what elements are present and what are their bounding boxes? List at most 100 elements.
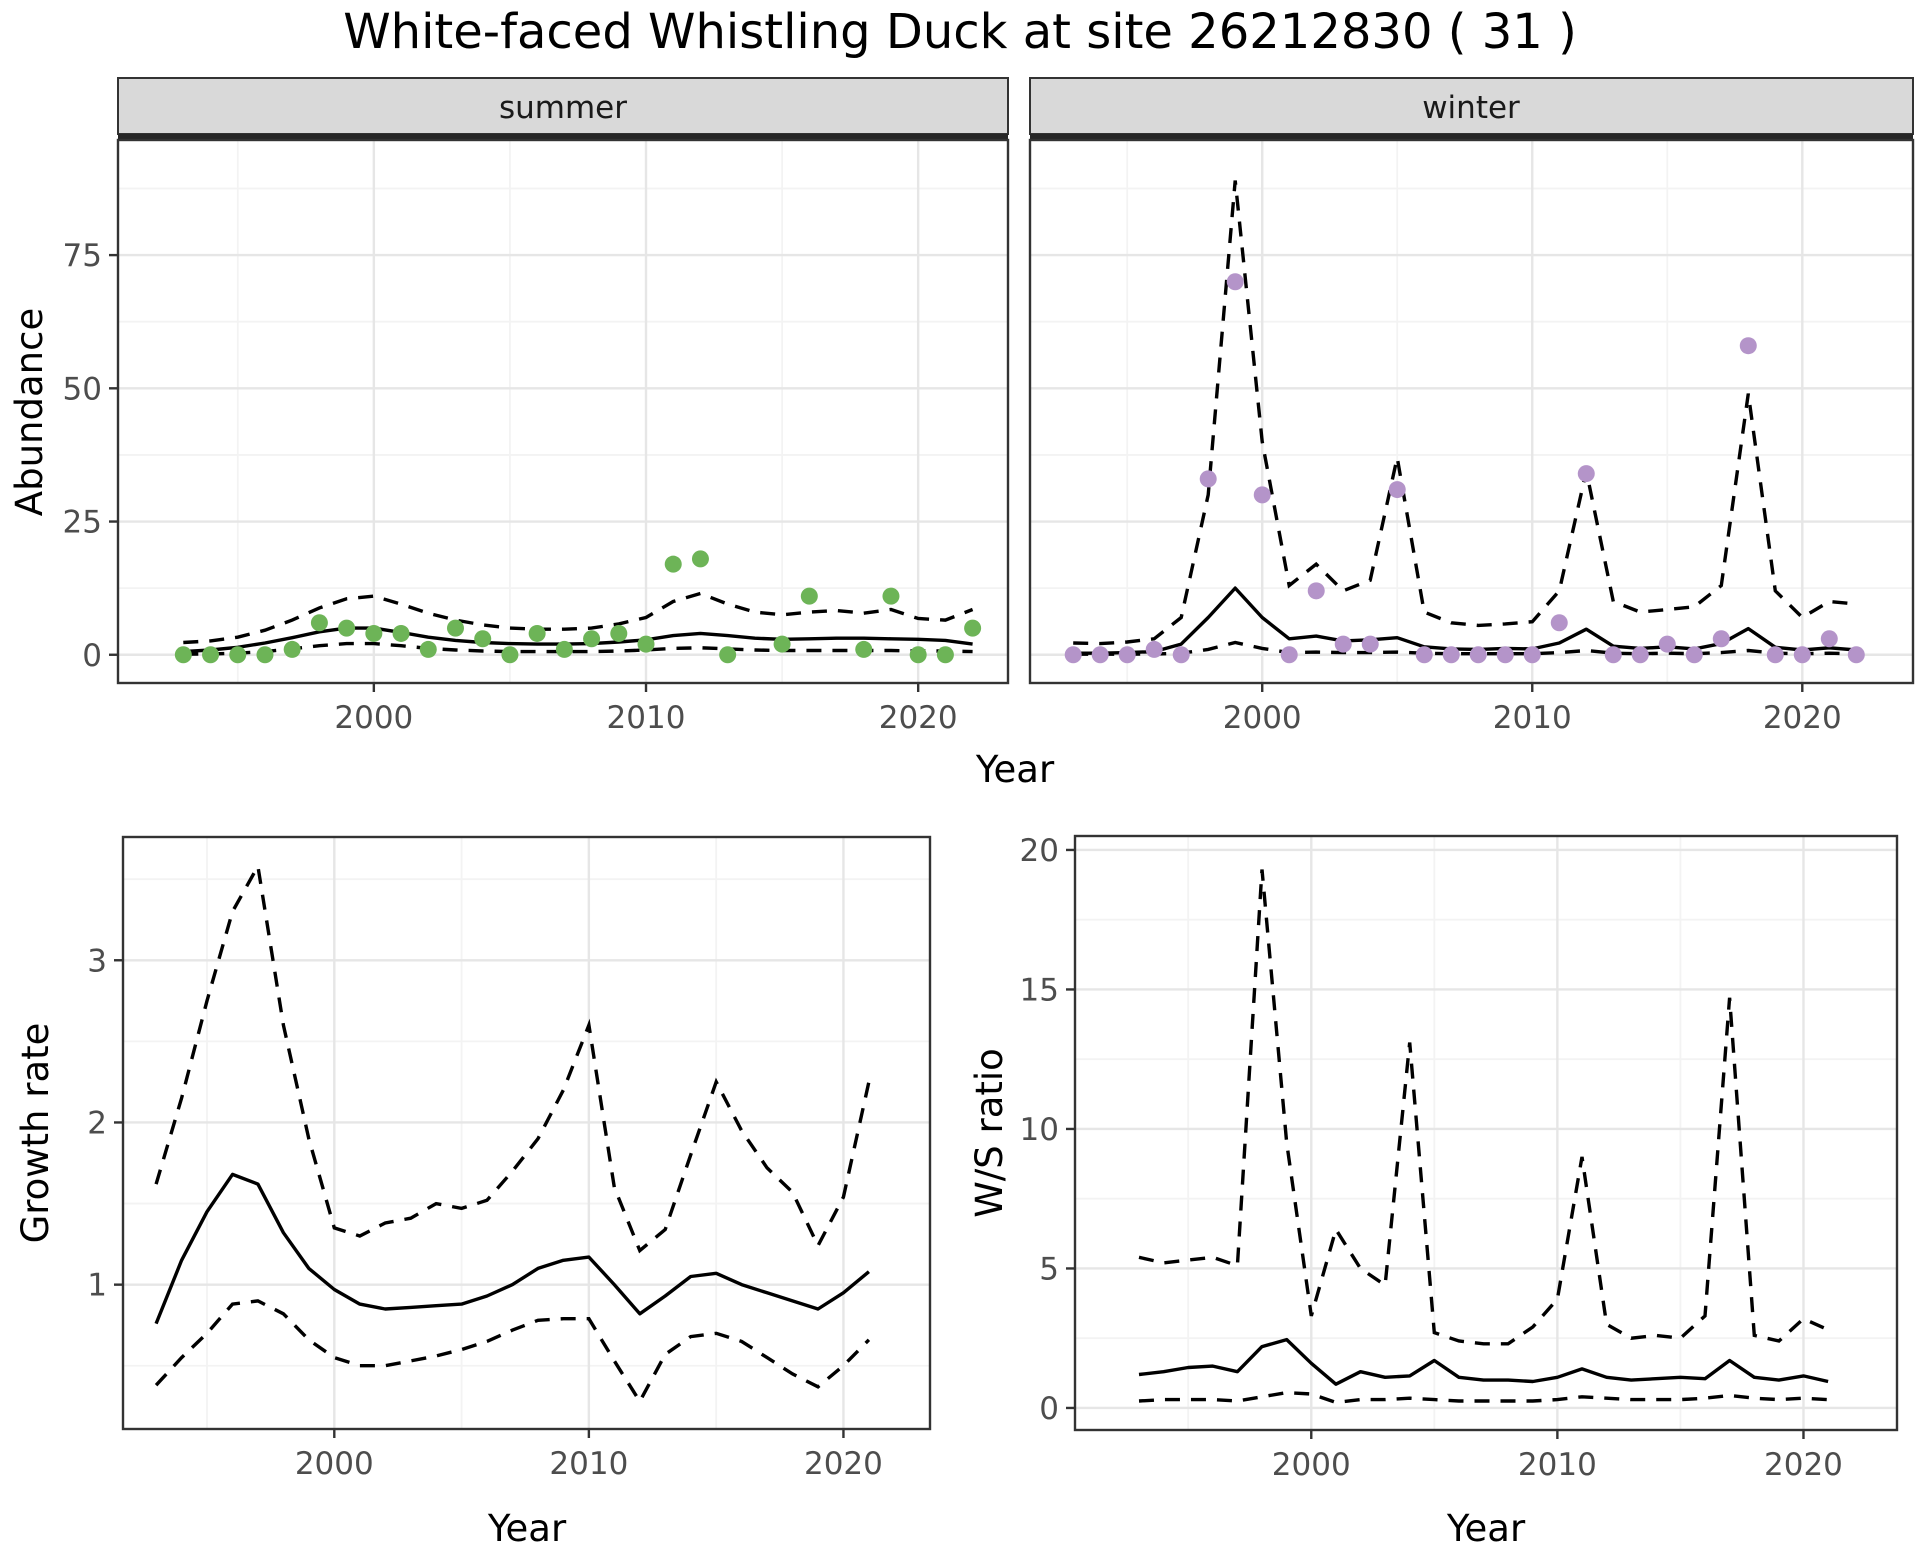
observation-point [1766, 646, 1784, 664]
x-tick-label: 2010 [549, 1446, 628, 1482]
observation-point [256, 646, 274, 664]
facet-label-winter: winter [1422, 90, 1520, 126]
observation-point [1118, 646, 1136, 664]
growth-rate-axis-title: Growth rate [14, 1023, 57, 1244]
x-tick-label: 2020 [804, 1446, 883, 1482]
year-axis-title-bottom-left: Year [487, 1507, 567, 1550]
abundance-axis-title: Abundance [8, 308, 51, 516]
upper-ci-line [154, 861, 871, 1254]
observation-point [365, 624, 383, 642]
observation-point [610, 624, 628, 642]
upper-ci-line [1138, 869, 1829, 1346]
observation-point [1334, 635, 1352, 653]
observation-point [1847, 646, 1865, 664]
lower-ci-line [183, 641, 973, 656]
x-tick-label: 2010 [1518, 1447, 1597, 1483]
panel-winter: 2000 2010 2020 [1028, 138, 1915, 736]
year-axis-title-top: Year [975, 748, 1055, 791]
observation-point [1172, 646, 1190, 664]
observation-point [1550, 614, 1568, 632]
observation-point [1496, 646, 1514, 664]
facet-label-summer: summer [499, 90, 627, 126]
observation-point [1523, 646, 1541, 664]
y-tick-label: 0 [1039, 1391, 1059, 1427]
observation-point [1631, 646, 1649, 664]
observation-point [1064, 646, 1082, 664]
y-tick-label: 75 [63, 238, 102, 274]
ws-ratio-axis-title: W/S ratio [968, 1048, 1011, 1218]
observation-point [474, 630, 492, 648]
observation-point [419, 640, 437, 658]
observation-point [583, 630, 601, 648]
upper-ci-line [183, 591, 974, 645]
y-tick-label: 0 [82, 638, 102, 674]
observation-point [446, 619, 464, 637]
observation-point [909, 646, 927, 664]
observation-point [1442, 646, 1460, 664]
panel-summer: 2000 2010 2020 0 25 50 75 [63, 138, 1010, 736]
observation-point [637, 635, 655, 653]
y-tick-label: 1 [87, 1268, 107, 1304]
observation-point [1253, 486, 1271, 504]
x-tick-label: 2000 [334, 700, 413, 736]
observation-point [528, 624, 546, 642]
observation-point [1307, 582, 1325, 600]
observation-point [773, 635, 791, 653]
y-tick-label: 15 [1020, 972, 1059, 1008]
upper-ci-line [1073, 180, 1857, 646]
x-tick-label: 2020 [1764, 1447, 1843, 1483]
facet-strip-summer [117, 77, 1009, 135]
observation-point [1091, 646, 1109, 664]
y-tick-label: 20 [1020, 833, 1059, 869]
observation-point [338, 619, 356, 637]
x-tick-label: 2020 [879, 700, 958, 736]
x-tick-label: 2020 [1763, 700, 1842, 736]
fit-line [154, 1172, 870, 1325]
figure-title: White-faced Whistling Duck at site 26212… [343, 4, 1577, 60]
fit-line [1138, 1337, 1829, 1386]
observation-point [1658, 635, 1676, 653]
x-tick-label: 2000 [1272, 1447, 1351, 1483]
observation-point [555, 640, 573, 658]
observation-point [1469, 646, 1487, 664]
observation-point [1226, 273, 1244, 291]
observation-point [174, 646, 192, 664]
x-tick-label: 2010 [607, 700, 686, 736]
facet-strip-winter [1029, 77, 1914, 135]
lower-ci-line [1138, 1390, 1829, 1405]
observation-point [1712, 630, 1730, 648]
observation-point [283, 640, 301, 658]
panel-border [1073, 834, 1899, 1432]
y-tick-label: 3 [87, 943, 107, 979]
observation-point [1820, 630, 1838, 648]
observation-point [855, 640, 873, 658]
observation-point [1793, 646, 1811, 664]
observation-point [719, 646, 737, 664]
observation-point [1415, 646, 1433, 664]
y-tick-label: 10 [1020, 1112, 1059, 1148]
lower-ci-line [154, 1299, 871, 1405]
observation-point [800, 587, 818, 605]
panel-ratio: 2000 2010 2020 0 5 10 15 20 [1020, 833, 1899, 1483]
observation-point [1577, 465, 1595, 483]
observation-point [310, 614, 328, 632]
panel-growth: 2000 2010 2020 1 2 3 [87, 835, 932, 1482]
observation-point [936, 646, 954, 664]
observation-point [1739, 337, 1757, 355]
observation-point [664, 555, 682, 573]
y-tick-label: 25 [63, 505, 102, 541]
observation-point [1388, 481, 1406, 499]
x-tick-label: 2000 [1223, 700, 1302, 736]
observation-point [1361, 635, 1379, 653]
observation-point [1604, 646, 1622, 664]
facet-strips: summer winter [117, 77, 1914, 139]
observation-point [882, 587, 900, 605]
lower-ci-line [1073, 640, 1857, 656]
observation-point [691, 550, 709, 568]
y-tick-label: 2 [87, 1105, 107, 1141]
y-tick-label: 50 [63, 371, 102, 407]
x-tick-label: 2010 [1493, 700, 1572, 736]
observation-point [392, 624, 410, 642]
